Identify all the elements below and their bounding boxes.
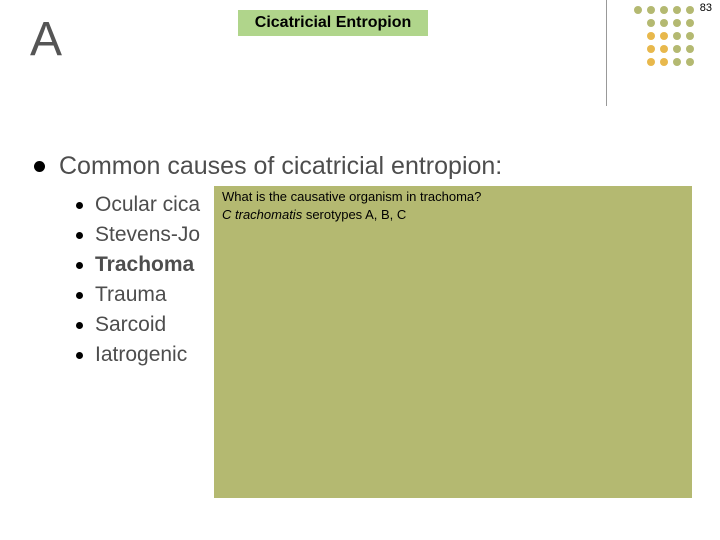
slide: 83 Cicatricial Entropion A Common causes…: [0, 0, 720, 540]
overlay-answer-rest: serotypes A, B, C: [302, 207, 406, 222]
dot-icon: [686, 32, 694, 40]
dot-icon: [647, 19, 655, 27]
dot-icon: [673, 58, 681, 66]
list-item: Stevens-Jo: [76, 220, 200, 250]
dot-icon: [647, 32, 655, 40]
dot-row: [634, 58, 694, 66]
bullet-icon: [76, 232, 83, 239]
dot-icon: [647, 45, 655, 53]
corner-letter: A: [30, 12, 62, 67]
list-item-text: Ocular cica: [95, 193, 200, 217]
dot-icon: [686, 45, 694, 53]
dot-row: [634, 6, 694, 14]
dot-icon: [686, 19, 694, 27]
dot-icon: [660, 6, 668, 14]
bullet-icon: [76, 292, 83, 299]
list-item: Sarcoid: [76, 310, 200, 340]
dot-icon: [660, 58, 668, 66]
dot-row: [634, 32, 694, 40]
bullet-icon: [76, 352, 83, 359]
list-item: Ocular cica: [76, 190, 200, 220]
dot-icon: [647, 6, 655, 14]
dot-icon: [660, 19, 668, 27]
dot-icon: [660, 32, 668, 40]
bullet-icon: [76, 262, 83, 269]
dot-icon: [660, 45, 668, 53]
list-item-text: Stevens-Jo: [95, 223, 200, 247]
main-bullet-row: Common causes of cicatricial entropion:: [34, 152, 502, 181]
dot-icon: [673, 19, 681, 27]
list-item-text: Trauma: [95, 283, 167, 307]
overlay-answer: C trachomatis serotypes A, B, C: [222, 207, 406, 222]
bullet-icon: [76, 202, 83, 209]
dot-row: [634, 45, 694, 53]
overlay-question: What is the causative organism in tracho…: [222, 189, 481, 204]
page-number: 83: [700, 2, 712, 14]
overlay-answer-italic: C trachomatis: [222, 207, 302, 222]
bullet-icon: [76, 322, 83, 329]
list-item-text: Trachoma: [95, 253, 194, 277]
dot-row: [634, 19, 694, 27]
list-item-text: Sarcoid: [95, 313, 166, 337]
dot-icon: [673, 32, 681, 40]
title-box: Cicatricial Entropion: [238, 10, 428, 36]
list-item: Iatrogenic: [76, 340, 200, 370]
dot-grid: [634, 6, 694, 71]
dot-icon: [647, 58, 655, 66]
list-item: Trauma: [76, 280, 200, 310]
list-item-text: Iatrogenic: [95, 343, 187, 367]
vertical-line: [606, 0, 607, 106]
title-text: Cicatricial Entropion: [255, 14, 411, 32]
dot-icon: [673, 45, 681, 53]
main-bullet-text: Common causes of cicatricial entropion:: [59, 152, 502, 181]
dot-icon: [686, 58, 694, 66]
sub-bullet-list: Ocular cica Stevens-Jo Trachoma Trauma Sarco…: [76, 190, 200, 370]
dot-icon: [673, 6, 681, 14]
dot-icon: [686, 6, 694, 14]
overlay-panel: What is the causative organism in tracho…: [214, 186, 692, 498]
dot-icon: [634, 6, 642, 14]
bullet-icon: [34, 161, 45, 172]
list-item: Trachoma: [76, 250, 200, 280]
